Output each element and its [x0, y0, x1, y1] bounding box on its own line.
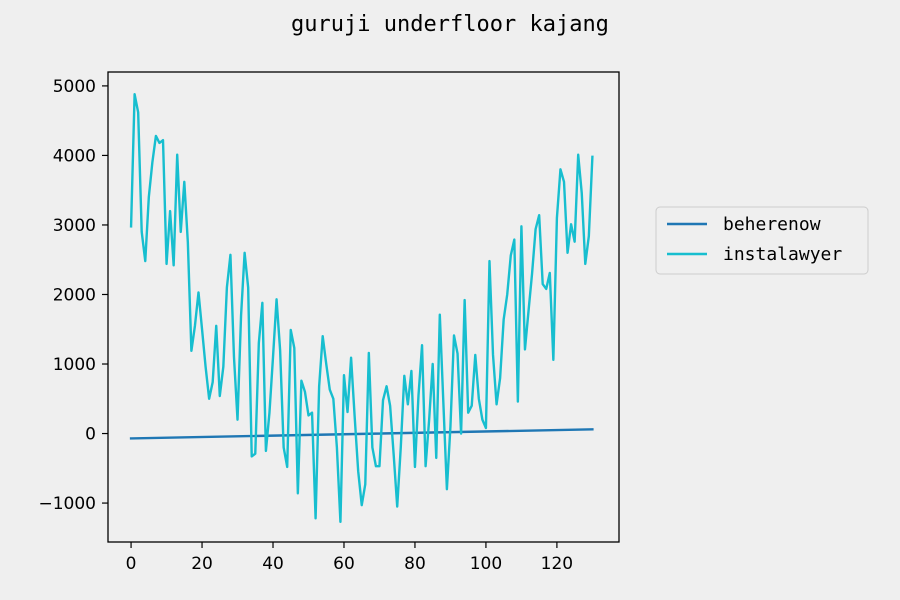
chart-title: guruji underfloor kajang [291, 12, 609, 37]
legend-label-beherenow: beherenow [723, 214, 821, 235]
x-tick-label: 80 [404, 554, 426, 574]
y-tick-label: 1000 [53, 355, 96, 375]
x-tick-label: 120 [541, 554, 573, 574]
series-layer [129, 93, 594, 524]
y-tick-label: 4000 [53, 146, 96, 166]
x-tick-label: 20 [191, 554, 213, 574]
legend-label-instalawyer: instalawyer [723, 244, 842, 265]
x-tick-label: 40 [262, 554, 284, 574]
x-axis: 0 20 40 60 80 100 120 [126, 542, 573, 574]
y-tick-label: 2000 [53, 285, 96, 305]
x-tick-label: 100 [470, 554, 502, 574]
y-axis: −1000 0 1000 2000 3000 4000 5000 [38, 77, 108, 514]
y-tick-label: 0 [85, 425, 96, 445]
series-line-instalawyer [129, 93, 594, 524]
x-tick-label: 0 [126, 554, 137, 574]
y-tick-label: 3000 [53, 216, 96, 236]
plot-frame [107, 71, 620, 543]
y-tick-label: −1000 [38, 494, 96, 514]
legend-box [655, 206, 869, 275]
x-tick-label: 60 [333, 554, 355, 574]
series-line-beherenow [129, 428, 594, 440]
legend: beherenow instalawyer [655, 206, 869, 275]
y-tick-label: 5000 [53, 77, 96, 97]
